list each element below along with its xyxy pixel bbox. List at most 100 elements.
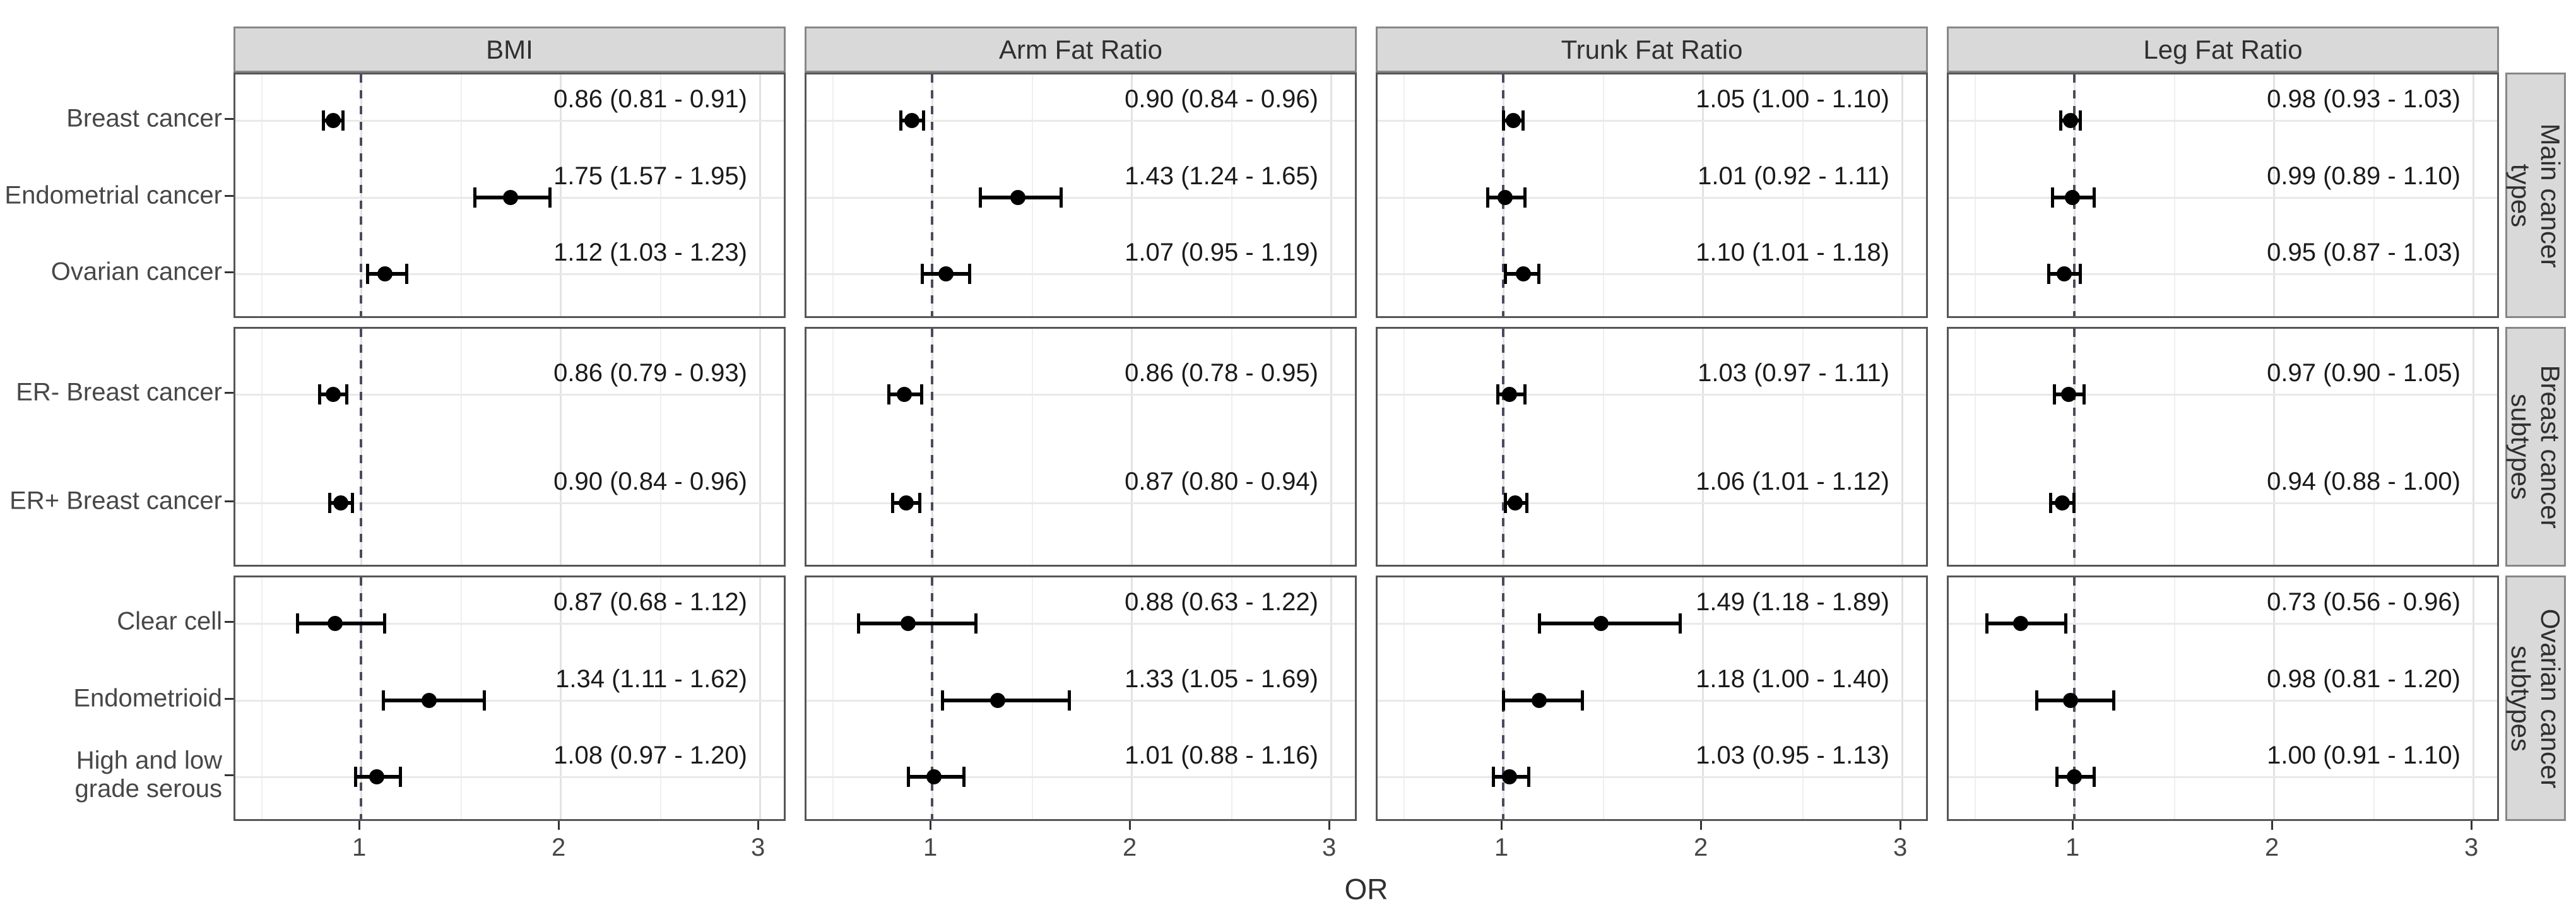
y-axis-tick xyxy=(225,391,233,394)
or-point xyxy=(926,769,942,785)
y-axis-label-er-breast-cancer: ER+ Breast cancer xyxy=(9,487,222,515)
or-point xyxy=(1531,692,1547,708)
gridline-major xyxy=(1702,329,1705,565)
or-value-label: 0.87 (0.80 - 0.94) xyxy=(1125,468,1318,496)
gridline-minor xyxy=(261,74,263,316)
ci-cap-low xyxy=(328,493,331,514)
x-axis-tick-label: 1 xyxy=(923,834,938,861)
y-axis-tick xyxy=(225,117,233,120)
gridline-row xyxy=(1378,119,1926,122)
ci-cap-high xyxy=(1523,187,1527,208)
y-axis-label-high-and-low-grade-serous: High and low grade serous xyxy=(74,747,222,803)
gridline-major xyxy=(1702,577,1705,819)
ci-cap-low xyxy=(2051,187,2055,208)
gridline-major xyxy=(1330,74,1333,316)
ci-cap-high xyxy=(341,110,345,131)
gridline-row xyxy=(1949,196,2497,199)
gridline-row xyxy=(1378,273,1926,276)
or-value-label: 0.97 (0.90 - 1.05) xyxy=(2267,358,2461,387)
ci-cap-high xyxy=(383,613,386,634)
gridline-minor xyxy=(832,74,834,316)
facet-strip-bmi: BMI xyxy=(233,27,786,73)
gridline-minor xyxy=(1603,74,1605,316)
ci-cap-high xyxy=(1537,264,1540,285)
or-point xyxy=(904,112,920,128)
gridline-major xyxy=(1131,577,1133,819)
ci-cap-low xyxy=(890,493,894,514)
y-axis-tick xyxy=(225,500,233,503)
or-point xyxy=(333,495,349,511)
y-axis-label-endometrial-cancer: Endometrial cancer xyxy=(4,181,222,210)
ci-cap-low xyxy=(899,110,902,131)
panel-ovarian-cancer-subtypes-trunk-fat-ratio: 1.49 (1.18 - 1.89) 1.18 (1.00 - 1.40) 1.03… xyxy=(1376,576,1928,821)
or-point xyxy=(1593,615,1609,631)
ci-cap-high xyxy=(2072,493,2076,514)
gridline-minor xyxy=(2174,74,2176,316)
ci-bar xyxy=(858,621,976,625)
gridline-minor xyxy=(2373,577,2375,819)
ci-cap-low xyxy=(381,690,385,711)
ci-cap-low xyxy=(1486,187,1489,208)
gridline-major xyxy=(1131,74,1133,316)
gridline-row xyxy=(235,699,784,702)
ci-cap-high xyxy=(1068,690,1072,711)
ci-cap-high xyxy=(1060,187,1063,208)
reference-line-or-1 xyxy=(360,74,363,316)
x-axis-tick xyxy=(2072,821,2074,830)
gridline-major xyxy=(1901,577,1904,819)
ci-cap-low xyxy=(2053,384,2057,404)
or-point xyxy=(325,112,341,128)
or-value-label: 0.95 (0.87 - 1.03) xyxy=(2267,239,2461,267)
gridline-major xyxy=(2473,74,2475,316)
y-axis-tick xyxy=(225,271,233,274)
row-strip-breast-cancer-subtypes: Breast cancer subtypes xyxy=(2505,327,2566,567)
gridline-minor xyxy=(1403,577,1405,819)
row-strip-main-cancer-types: Main cancer types xyxy=(2505,73,2566,318)
gridline-minor xyxy=(1603,577,1605,819)
x-axis-tick-label: 3 xyxy=(1321,834,1337,861)
or-value-label: 1.49 (1.18 - 1.89) xyxy=(1696,587,1889,616)
ci-cap-low xyxy=(940,690,944,711)
or-point xyxy=(990,692,1006,708)
ci-cap-low xyxy=(1502,690,1506,711)
ci-cap-low xyxy=(1496,384,1499,404)
ci-cap-low xyxy=(322,110,326,131)
gridline-major xyxy=(759,577,762,819)
or-point xyxy=(2067,769,2083,785)
ci-cap-high xyxy=(405,264,408,285)
panel-ovarian-cancer-subtypes-arm-fat-ratio: 0.88 (0.63 - 1.22) 1.33 (1.05 - 1.69) 1.01… xyxy=(805,576,1357,821)
gridline-minor xyxy=(660,329,662,565)
gridline-minor xyxy=(1403,74,1405,316)
ci-cap-low xyxy=(2059,110,2062,131)
gridline-minor xyxy=(261,577,263,819)
y-axis-label-breast-cancer: Breast cancer xyxy=(66,104,222,133)
or-value-label: 1.05 (1.00 - 1.10) xyxy=(1696,85,1889,113)
gridline-row xyxy=(806,119,1355,122)
gridline-major xyxy=(560,577,562,819)
or-point xyxy=(1498,189,1513,205)
ci-cap-high xyxy=(2064,613,2068,634)
ci-cap-high xyxy=(918,493,922,514)
panel-ovarian-cancer-subtypes-leg-fat-ratio: 0.73 (0.56 - 0.96) 0.98 (0.81 - 1.20) 1.00… xyxy=(1947,576,2499,821)
gridline-minor xyxy=(1802,329,1804,565)
x-axis-tick xyxy=(558,821,560,830)
or-value-label: 1.43 (1.24 - 1.65) xyxy=(1125,162,1318,190)
or-point xyxy=(377,266,393,282)
gridline-minor xyxy=(461,74,463,316)
gridline-row xyxy=(806,502,1355,505)
facet-strip-label: BMI xyxy=(486,34,533,64)
gridline-row xyxy=(1949,393,2497,396)
or-point xyxy=(421,692,437,708)
gridline-row xyxy=(1378,699,1926,702)
x-axis-tick-label: 3 xyxy=(750,834,765,861)
x-axis-tick xyxy=(1328,821,1331,830)
facet-strip-label: Arm Fat Ratio xyxy=(998,34,1163,64)
reference-line-or-1 xyxy=(360,577,363,819)
y-axis-tick xyxy=(225,697,233,700)
ci-cap-low xyxy=(353,767,357,788)
or-value-label: 1.08 (0.97 - 1.20) xyxy=(553,741,747,770)
gridline-minor xyxy=(660,74,662,316)
or-point xyxy=(899,495,914,511)
row-strip-ovarian-cancer-subtypes: Ovarian cancer subtypes xyxy=(2505,576,2566,821)
